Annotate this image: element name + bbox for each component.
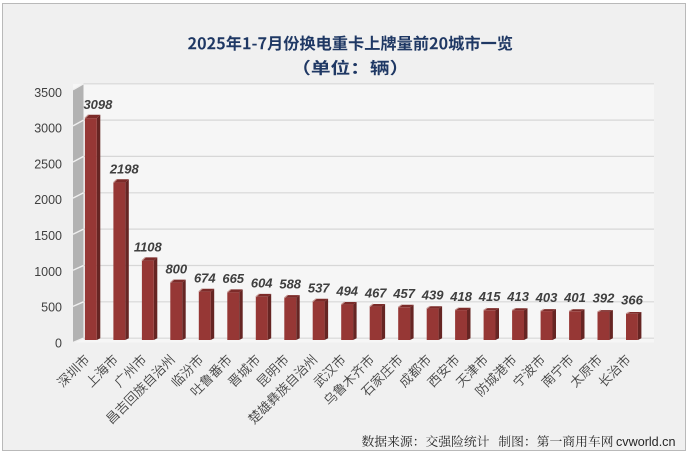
svg-text:457: 457 xyxy=(392,286,415,301)
svg-text:415: 415 xyxy=(478,289,501,304)
svg-text:403: 403 xyxy=(535,290,558,305)
svg-text:588: 588 xyxy=(279,277,301,292)
svg-text:366: 366 xyxy=(621,293,643,308)
svg-text:665: 665 xyxy=(222,271,244,286)
svg-text:537: 537 xyxy=(308,280,330,295)
svg-text:439: 439 xyxy=(421,287,444,302)
svg-text:3000: 3000 xyxy=(34,122,62,136)
svg-text:494: 494 xyxy=(335,283,358,298)
svg-text:2500: 2500 xyxy=(34,157,62,171)
svg-text:500: 500 xyxy=(41,301,62,315)
svg-text:413: 413 xyxy=(506,289,529,304)
svg-text:392: 392 xyxy=(593,291,615,306)
svg-text:401: 401 xyxy=(563,290,586,305)
svg-text:2198: 2198 xyxy=(109,161,140,176)
svg-text:1108: 1108 xyxy=(134,239,163,254)
svg-text:1000: 1000 xyxy=(34,265,62,279)
svg-text:3098: 3098 xyxy=(83,97,113,112)
svg-text:0: 0 xyxy=(55,336,62,350)
svg-text:2000: 2000 xyxy=(34,193,62,207)
svg-text:674: 674 xyxy=(194,270,216,285)
svg-text:418: 418 xyxy=(449,289,472,304)
svg-text:cvworld.cn: cvworld.cn xyxy=(616,435,676,449)
svg-text:1500: 1500 xyxy=(34,229,62,243)
svg-text:800: 800 xyxy=(165,261,187,276)
svg-text:3500: 3500 xyxy=(34,86,62,100)
svg-text:604: 604 xyxy=(251,276,273,291)
svg-text:467: 467 xyxy=(364,285,387,300)
